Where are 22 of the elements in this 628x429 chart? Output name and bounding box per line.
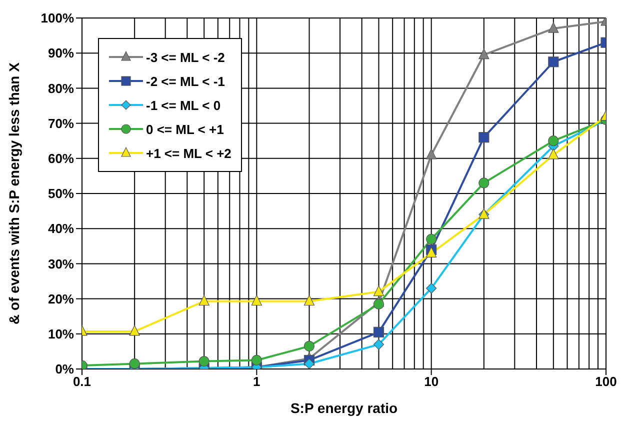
legend-label: +1 <= ML < +2 <box>146 146 232 160</box>
legend-label: -2 <= ML < -1 <box>146 74 225 88</box>
x-tick-label: 0.1 <box>72 374 92 390</box>
y-tick-label: 70% <box>48 116 74 131</box>
y-tick-label: 100% <box>40 10 74 26</box>
x-tick-label: 10 <box>424 374 439 390</box>
y-tick-label: 20% <box>48 291 74 306</box>
y-axis-title: & of events with S:P energy less than X <box>6 62 22 324</box>
x-tick-label: 1 <box>253 374 260 390</box>
y-tick-label: 60% <box>48 151 74 166</box>
y-tick-label: 40% <box>48 221 74 236</box>
y-tick-label: 30% <box>48 256 74 272</box>
y-tick-label: 80% <box>48 80 74 96</box>
x-axis-title: S:P energy ratio <box>290 400 398 416</box>
y-tick-label: 0% <box>55 362 74 377</box>
legend-label: 0 <= ML < +1 <box>146 122 224 136</box>
y-tick-label: 10% <box>48 326 74 342</box>
legend-label: -1 <= ML < 0 <box>146 98 221 112</box>
legend-label: -3 <= ML < -2 <box>146 50 225 64</box>
x-tick-label: 100 <box>595 374 617 390</box>
y-tick-label: 90% <box>48 46 74 61</box>
y-tick-label: 50% <box>48 186 74 202</box>
